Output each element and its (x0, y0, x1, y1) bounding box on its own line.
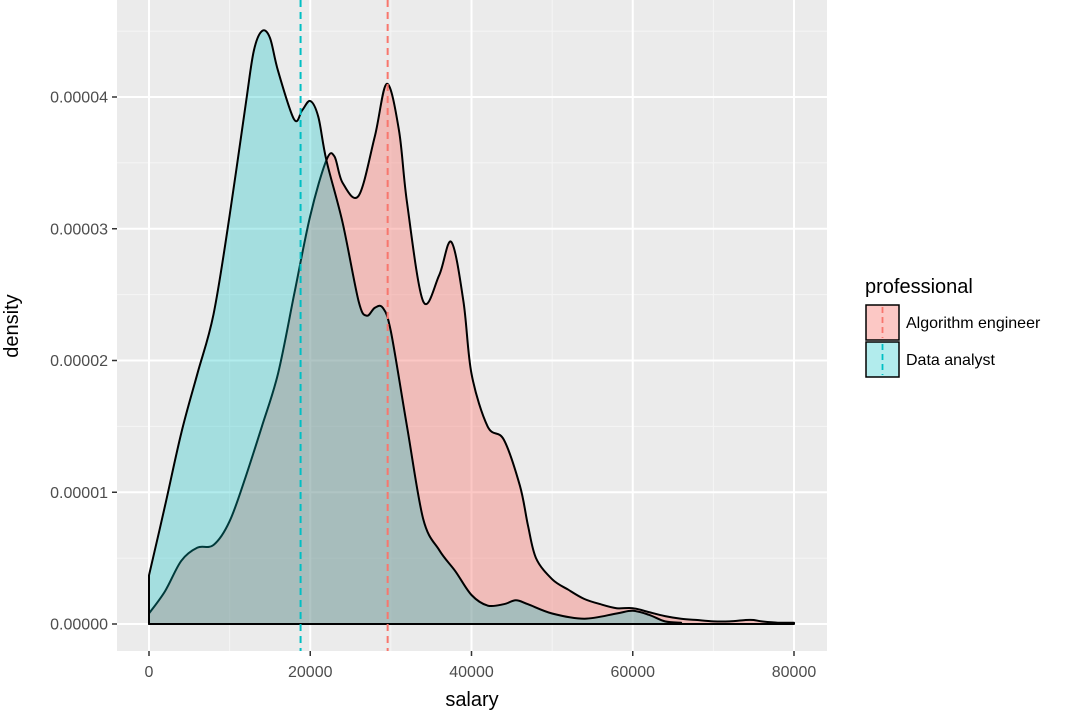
x-tick-label: 20000 (288, 664, 333, 681)
density-area-data-analyst (148, 29, 683, 625)
density-area-algorithm-engineer (148, 82, 795, 625)
legend-title: professional (865, 276, 973, 298)
legend-item-algorithm-engineer: Algorithm engineer (865, 304, 1041, 341)
y-tick-label: 0.00001 (50, 485, 108, 502)
x-tick-label: 60000 (611, 664, 656, 681)
legend-label-data-analyst: Data analyst (906, 352, 995, 369)
x-tick-label: 40000 (449, 664, 494, 681)
y-axis: 0.00000 0.00001 0.00002 0.00003 0.00004 (50, 90, 117, 634)
y-tick-label: 0.00000 (50, 617, 108, 634)
x-tick-label: 0 (145, 664, 154, 681)
y-axis-title: density (1, 294, 23, 357)
mean-lines (299, 0, 389, 651)
legend-label-algorithm-engineer: Algorithm engineer (906, 315, 1041, 332)
density-areas (148, 29, 795, 625)
x-axis: 0 20000 40000 60000 80000 (145, 651, 817, 681)
y-tick-label: 0.00002 (50, 353, 108, 370)
x-tick-label: 80000 (772, 664, 817, 681)
x-axis-title: salary (445, 689, 498, 711)
legend-item-data-analyst: Data analyst (865, 341, 995, 378)
legend: professional Algorithm engineer Data ana… (865, 276, 1041, 378)
y-tick-label: 0.00004 (50, 90, 108, 107)
y-tick-label: 0.00003 (50, 221, 108, 238)
